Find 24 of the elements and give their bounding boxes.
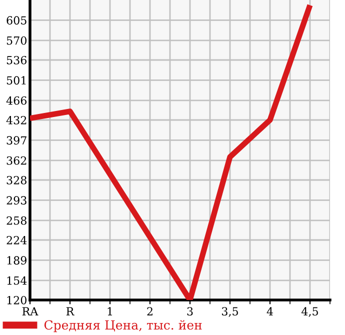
y-tick-label: 189 [7, 256, 26, 265]
x-tick-label: 3,5 [222, 307, 238, 317]
x-tick-label: 1 [108, 307, 112, 316]
y-tick-label: 466 [6, 96, 27, 105]
y-tick-label: 570 [6, 36, 26, 45]
legend-label: Средняя Цена, тыс. йен [44, 320, 202, 332]
x-tick-label: 2 [147, 307, 152, 316]
y-tick-label: 328 [6, 176, 26, 184]
x-tick-label: 4 [266, 307, 273, 316]
y-tick-label: 362 [6, 156, 26, 165]
x-tick-label: RA [22, 307, 38, 316]
y-tick-label: 258 [6, 216, 26, 225]
y-tick-label: 605 [6, 16, 26, 25]
y-tick-label: 224 [6, 236, 27, 244]
y-tick-label: 501 [6, 76, 26, 85]
x-tick-label: R [66, 307, 74, 316]
y-tick-label: 120 [7, 296, 26, 304]
y-tick-label: 397 [6, 136, 26, 145]
y-tick-label: 432 [6, 116, 26, 124]
y-tick-label: 536 [6, 56, 27, 64]
y-tick-label: 154 [7, 276, 27, 285]
x-tick-label: 4,5 [302, 307, 318, 317]
y-tick-label: 293 [6, 196, 26, 205]
x-tick-label: 3 [187, 307, 193, 316]
